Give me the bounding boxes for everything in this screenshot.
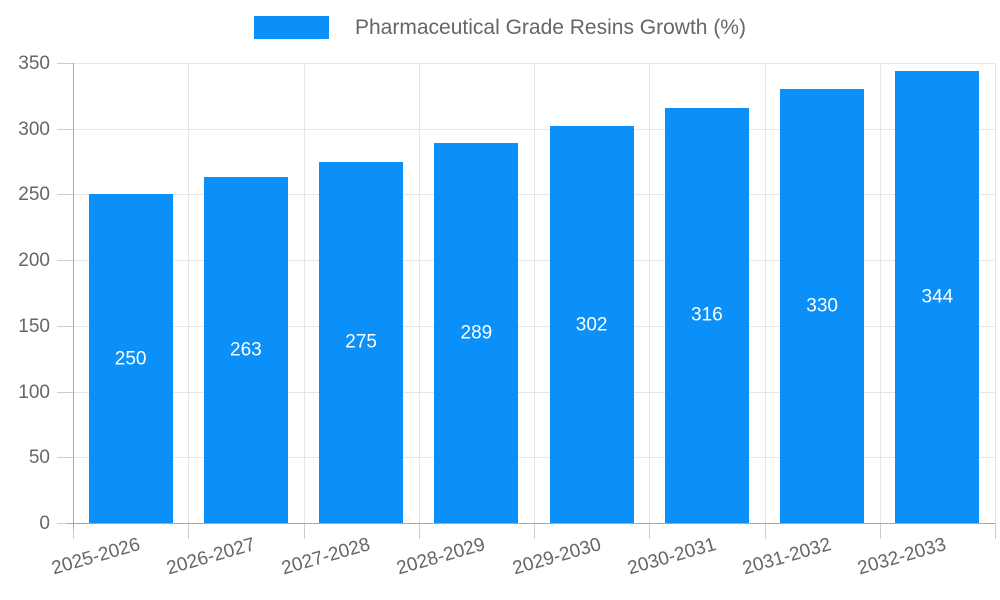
y-axis-line — [73, 63, 74, 529]
y-axis-tick — [57, 391, 73, 393]
bar[interactable]: 316 — [664, 107, 749, 523]
x-axis-tick — [995, 523, 996, 539]
legend-color-swatch — [254, 16, 329, 39]
legend-item[interactable]: Pharmaceutical Grade Resins Growth (%) — [0, 16, 1000, 39]
x-gridline — [649, 63, 651, 523]
y-tick-label: 100 — [18, 381, 50, 403]
x-gridline — [995, 63, 996, 523]
x-axis-tick — [303, 523, 305, 539]
x-gridline — [188, 63, 190, 523]
bar[interactable]: 344 — [895, 70, 980, 523]
y-tick-label: 150 — [18, 315, 50, 337]
y-axis-tick — [57, 128, 73, 130]
y-tick-label: 350 — [18, 53, 50, 74]
x-axis-tick — [764, 523, 766, 539]
bar[interactable]: 263 — [203, 177, 288, 523]
y-axis-tick — [57, 457, 73, 459]
x-axis-tick — [188, 523, 190, 539]
x-axis-tick — [534, 523, 535, 539]
x-gridline — [534, 63, 535, 523]
bar[interactable]: 250 — [88, 194, 173, 523]
y-axis-tick — [57, 194, 73, 196]
bar[interactable]: 330 — [780, 89, 865, 523]
bar[interactable]: 302 — [549, 126, 634, 523]
legend-label: Pharmaceutical Grade Resins Growth (%) — [355, 16, 746, 39]
x-gridline — [418, 63, 420, 523]
bar-value-label: 344 — [921, 286, 954, 308]
y-tick-label: 200 — [18, 250, 50, 272]
bar-value-label: 250 — [114, 348, 147, 370]
y-axis-tick — [57, 325, 73, 327]
bar[interactable]: 289 — [434, 143, 519, 523]
y-tick-label: 300 — [18, 118, 50, 140]
y-tick-label: 0 — [39, 513, 50, 534]
bar-value-label: 275 — [345, 331, 377, 353]
bar-value-label: 302 — [575, 314, 608, 336]
y-axis-tick — [57, 260, 73, 262]
x-axis-tick — [73, 523, 74, 539]
bar-value-label: 289 — [460, 322, 493, 344]
y-axis-tick — [57, 63, 73, 64]
x-gridline — [879, 63, 881, 523]
bar[interactable]: 275 — [319, 161, 404, 523]
x-axis-tick — [649, 523, 651, 539]
y-tick-label: 250 — [18, 184, 50, 206]
y-axis-tick — [57, 523, 73, 524]
x-axis-tick — [879, 523, 881, 539]
y-tick-label: 50 — [28, 447, 50, 469]
bar-value-label: 316 — [691, 304, 723, 326]
x-axis-tick — [418, 523, 420, 539]
bar-value-label: 263 — [230, 339, 262, 361]
bar-value-label: 330 — [806, 295, 838, 317]
x-gridline — [764, 63, 766, 523]
x-gridline — [303, 63, 305, 523]
x-axis-line — [67, 523, 995, 524]
